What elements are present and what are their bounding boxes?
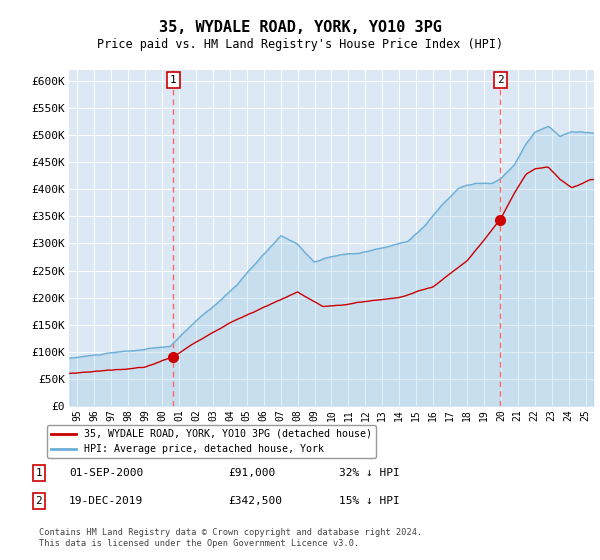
Text: 01-SEP-2000: 01-SEP-2000: [69, 468, 143, 478]
Text: £342,500: £342,500: [228, 496, 282, 506]
Text: 15% ↓ HPI: 15% ↓ HPI: [339, 496, 400, 506]
Text: 2: 2: [497, 75, 503, 85]
Text: 32% ↓ HPI: 32% ↓ HPI: [339, 468, 400, 478]
Text: 1: 1: [35, 468, 43, 478]
Text: 19-DEC-2019: 19-DEC-2019: [69, 496, 143, 506]
Text: Contains HM Land Registry data © Crown copyright and database right 2024.
This d: Contains HM Land Registry data © Crown c…: [39, 528, 422, 548]
Text: 2: 2: [35, 496, 43, 506]
Text: 35, WYDALE ROAD, YORK, YO10 3PG: 35, WYDALE ROAD, YORK, YO10 3PG: [158, 20, 442, 35]
Text: £91,000: £91,000: [228, 468, 275, 478]
Text: Price paid vs. HM Land Registry's House Price Index (HPI): Price paid vs. HM Land Registry's House …: [97, 38, 503, 51]
Text: 1: 1: [170, 75, 177, 85]
Legend: 35, WYDALE ROAD, YORK, YO10 3PG (detached house), HPI: Average price, detached h: 35, WYDALE ROAD, YORK, YO10 3PG (detache…: [47, 425, 376, 458]
